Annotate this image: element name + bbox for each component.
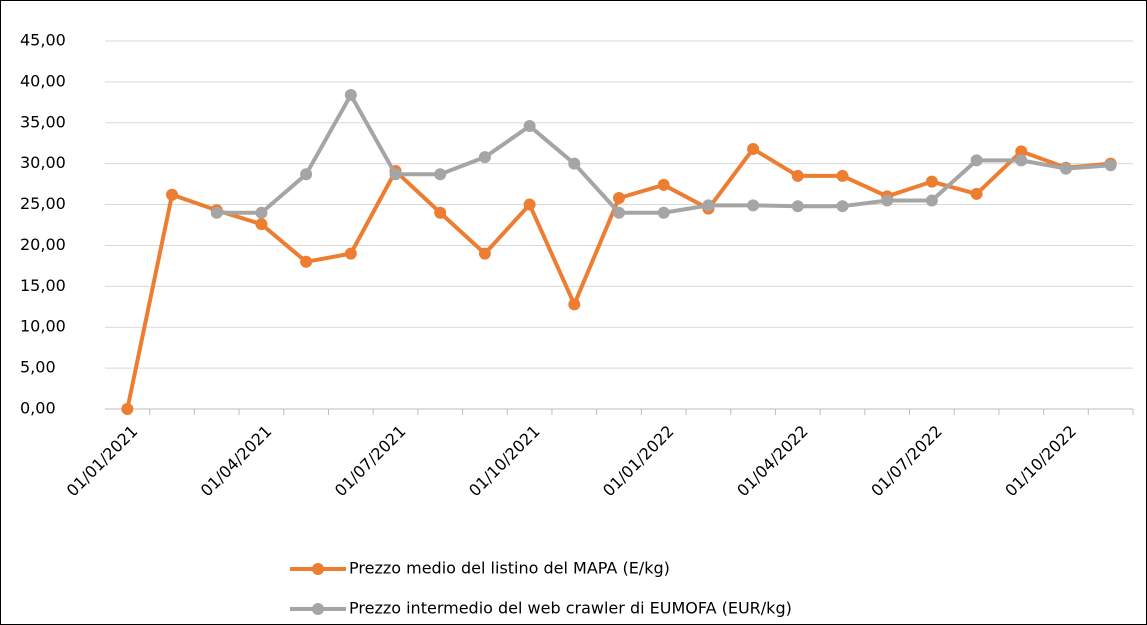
legend-label: Prezzo intermedio del web crawler di EUM…: [349, 599, 792, 618]
series-marker: [925, 175, 938, 188]
series-marker: [389, 168, 402, 181]
series-marker: [836, 200, 849, 213]
legend-marker: [312, 563, 324, 575]
series-marker: [478, 247, 491, 260]
y-tick-label: 40,00: [20, 71, 66, 90]
series-marker: [210, 206, 223, 219]
y-tick-label: 0,00: [20, 399, 56, 418]
series-marker: [657, 178, 670, 191]
series-marker: [791, 169, 804, 182]
series-marker: [121, 403, 134, 415]
series-marker: [344, 88, 357, 101]
series-marker: [255, 218, 268, 231]
y-tick-label: 35,00: [20, 112, 66, 131]
series-marker: [166, 188, 179, 201]
series-marker: [657, 206, 670, 219]
series-marker: [925, 194, 938, 207]
series-marker: [1104, 159, 1117, 172]
series-marker: [1015, 154, 1028, 167]
y-tick-label: 30,00: [20, 153, 66, 172]
legend-label: Prezzo medio del listino del MAPA (E/kg): [349, 559, 670, 578]
series-marker: [568, 298, 581, 311]
series-marker: [613, 192, 625, 205]
series-marker: [1015, 145, 1028, 158]
series-marker: [970, 187, 983, 200]
series-marker: [344, 247, 357, 260]
legend-marker: [312, 603, 324, 615]
series-marker: [434, 168, 447, 181]
series-marker: [523, 120, 536, 133]
series-marker: [747, 142, 760, 155]
series-marker: [613, 206, 625, 219]
series-marker: [970, 154, 983, 167]
series-marker: [881, 194, 894, 207]
series-marker: [836, 169, 849, 182]
series-marker: [523, 198, 536, 211]
series-marker: [568, 157, 581, 170]
series-marker: [791, 200, 804, 213]
series-marker: [702, 199, 715, 212]
series-marker: [1059, 162, 1072, 175]
series-marker: [434, 206, 447, 219]
series-marker: [478, 151, 491, 164]
y-tick-label: 10,00: [20, 317, 66, 336]
y-tick-label: 5,00: [20, 358, 56, 377]
y-tick-label: 20,00: [20, 235, 66, 254]
y-tick-label: 45,00: [20, 31, 66, 50]
series-marker: [300, 168, 313, 181]
series-marker: [255, 206, 268, 219]
y-tick-label: 25,00: [20, 194, 66, 213]
series-marker: [300, 255, 313, 268]
series-marker: [747, 199, 760, 212]
y-tick-label: 15,00: [20, 276, 66, 295]
